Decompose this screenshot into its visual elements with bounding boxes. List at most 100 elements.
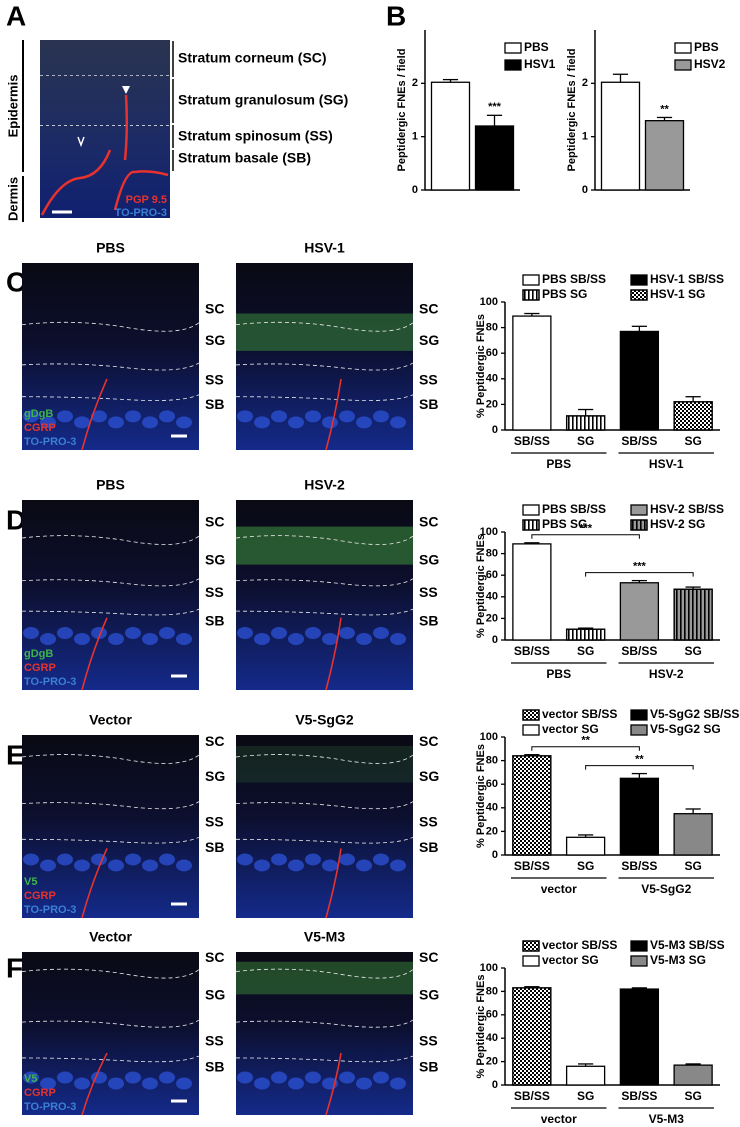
panel-label: B xyxy=(386,0,406,31)
group-label: HSV-1 xyxy=(649,457,684,471)
y-axis-label: Peptidergic FNEs / field xyxy=(566,49,578,172)
x-tick-label: SG xyxy=(684,859,701,873)
layer-boundary xyxy=(235,1019,414,1028)
nucleus xyxy=(23,1071,39,1084)
bar-pattern xyxy=(512,987,552,1086)
nucleus xyxy=(356,1077,372,1090)
micrograph xyxy=(40,40,170,218)
nucleus xyxy=(40,1077,56,1090)
bar xyxy=(619,988,660,1086)
nucleus xyxy=(40,633,56,645)
nucleus xyxy=(57,627,73,639)
y-axis-label: % Peptidergic FNEs xyxy=(475,314,487,418)
nucleus xyxy=(373,627,389,639)
x-tick-label: SB/SS xyxy=(621,1089,657,1103)
y-tick-label: 80 xyxy=(486,755,498,767)
x-tick-label: SG xyxy=(684,434,701,448)
legend-label: HSV-2 SG xyxy=(650,517,705,531)
nucleus xyxy=(142,1077,158,1090)
significance-bracket xyxy=(585,572,694,577)
nucleus xyxy=(390,416,406,429)
significance: *** xyxy=(488,101,502,113)
bar-pattern xyxy=(522,940,540,952)
nucleus xyxy=(271,627,287,639)
legend-label: V5-SgG2 SB/SS xyxy=(650,707,739,721)
x-tick-label: SB/SS xyxy=(514,434,550,448)
significance: ** xyxy=(581,735,590,747)
legend-swatch xyxy=(630,955,648,967)
group-label: HSV-2 xyxy=(649,667,684,681)
stain-label: TO-PRO-3 xyxy=(24,436,76,448)
legend-label: HSV-1 SB/SS xyxy=(650,272,724,286)
group-label: PBS xyxy=(546,667,571,681)
green-stain xyxy=(236,961,413,995)
micrograph-title: V5-M3 xyxy=(304,929,345,945)
layer-boundary xyxy=(21,754,200,764)
stain-label: V5 xyxy=(24,876,37,888)
layer-label: SC xyxy=(419,300,438,316)
legend-label: V5-SgG2 SG xyxy=(650,722,721,736)
legend-swatch xyxy=(522,504,540,516)
y-tick-label: 2 xyxy=(412,77,418,89)
nucleus xyxy=(142,416,158,429)
layer-label: SB xyxy=(205,396,224,412)
legend-swatch xyxy=(522,724,540,736)
legend-label: V5-M3 SB/SS xyxy=(650,938,725,952)
nucleus xyxy=(159,627,175,639)
layer-boundary xyxy=(235,535,414,545)
layer-label: SG xyxy=(419,987,439,1003)
micrograph-title: HSV-1 xyxy=(304,240,345,256)
layer-label: Stratum basale (SB) xyxy=(178,150,311,166)
y-tick-label: 0 xyxy=(492,634,498,646)
bar-pattern xyxy=(630,519,648,531)
nucleus xyxy=(91,627,107,639)
nucleus xyxy=(288,633,304,645)
nucleus xyxy=(125,410,141,423)
layer-boundary xyxy=(21,1019,200,1028)
y-tick-label: 0 xyxy=(492,1079,498,1091)
layer-label: Stratum spinosum (SS) xyxy=(178,128,333,144)
nerve-fiber xyxy=(325,1052,342,1116)
layer-label: SB xyxy=(205,612,224,628)
nucleus xyxy=(57,410,73,423)
y-tick-label: 0 xyxy=(582,184,588,196)
nucleus xyxy=(339,853,355,866)
stain-label: CGRP xyxy=(24,890,56,902)
nucleus xyxy=(74,1077,90,1090)
nucleus xyxy=(271,853,287,866)
bar xyxy=(673,813,713,856)
layer-label: SG xyxy=(419,768,439,784)
group-label: vector xyxy=(541,882,577,896)
group-label: vector xyxy=(541,1112,577,1126)
x-tick-label: SB/SS xyxy=(514,644,550,658)
nucleus xyxy=(176,416,192,429)
nucleus xyxy=(23,410,39,423)
legend-label: PBS xyxy=(524,40,549,54)
stain-label: TO-PRO-3 xyxy=(24,676,76,688)
micrograph-title: HSV-2 xyxy=(304,477,345,493)
bar-pattern xyxy=(673,401,713,431)
y-tick-label: 80 xyxy=(486,985,498,997)
nucleus xyxy=(125,627,141,639)
layer-boundary xyxy=(21,836,200,844)
stain-label: CGRP xyxy=(24,1087,56,1099)
stain-label: CGRP xyxy=(24,662,56,674)
green-stain xyxy=(236,745,413,783)
layer-label: SC xyxy=(205,733,224,749)
y-axis-label: % Peptidergic FNEs xyxy=(475,975,487,1079)
legend-label: vector SB/SS xyxy=(542,707,617,721)
legend-swatch xyxy=(522,274,540,286)
significance: ** xyxy=(660,103,669,115)
layer-boundary xyxy=(235,1055,414,1063)
layer-boundary xyxy=(235,754,414,764)
y-tick-label: 100 xyxy=(480,731,498,743)
nucleus xyxy=(108,859,124,872)
micrograph xyxy=(236,735,413,918)
layer-boundary xyxy=(235,394,414,401)
layer-boundary xyxy=(235,968,414,979)
nucleus xyxy=(57,853,73,866)
panel-label: A xyxy=(6,0,26,31)
green-stain xyxy=(236,526,413,565)
significance-bracket xyxy=(531,746,640,751)
bar xyxy=(474,125,515,191)
